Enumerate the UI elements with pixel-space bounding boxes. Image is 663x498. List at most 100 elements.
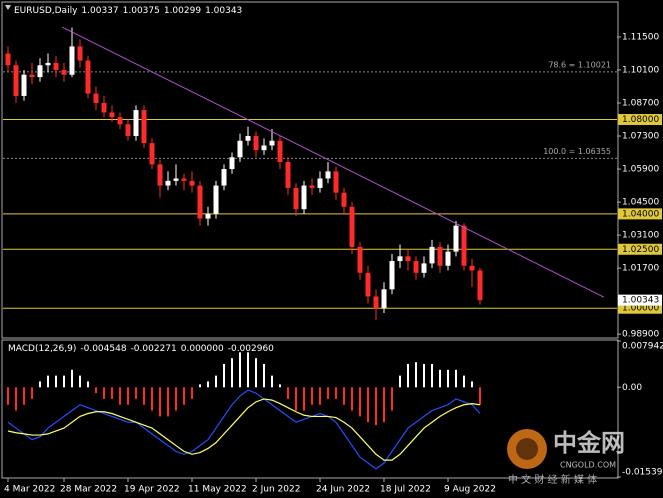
candle-body — [101, 103, 107, 113]
histogram-bar — [423, 363, 425, 388]
symbol: EURUSD,Daily — [14, 6, 78, 16]
x-tick-label: 18 Jul 2022 — [380, 485, 431, 495]
histogram-bar — [239, 352, 241, 388]
candle-body — [69, 46, 75, 75]
level-box — [618, 243, 662, 255]
histogram-bar — [183, 387, 185, 405]
candle-body — [325, 171, 331, 179]
candle-body — [397, 256, 403, 262]
histogram-bar — [359, 387, 361, 417]
histogram-bar — [351, 387, 353, 411]
macd-frame — [1, 339, 619, 479]
histogram-bar — [391, 387, 393, 411]
y-tick-label: 1.05900 — [622, 165, 659, 175]
macd-readout: -0.004548 — [80, 344, 126, 354]
candle-body — [125, 124, 131, 137]
candle-body — [237, 140, 243, 158]
level-label: 1.00000 — [622, 304, 659, 314]
candle-body — [109, 112, 115, 118]
x-tick-label: 24 Jun 2022 — [316, 485, 370, 495]
histogram-bar — [135, 387, 137, 399]
candle-body — [141, 110, 147, 144]
watermark: 中金网 CNGOLD.COM 中 文 财 经 新 媒 体 — [507, 429, 625, 486]
x-tick-label: 28 Mar 2022 — [60, 485, 117, 495]
candle-body — [37, 65, 43, 78]
histogram-bar — [95, 387, 97, 394]
candle-body — [85, 60, 91, 94]
candle-body — [77, 46, 83, 61]
histogram-bar — [71, 369, 73, 388]
level-label: 1.02500 — [622, 245, 659, 255]
histogram-bar — [375, 387, 377, 426]
candle-body — [261, 145, 267, 151]
candle-body — [373, 296, 379, 309]
logo-inner — [516, 438, 538, 460]
histogram-bar — [15, 387, 17, 411]
candle-body — [189, 180, 195, 186]
level-label: 1.04000 — [622, 209, 659, 219]
histogram-bar — [143, 387, 145, 405]
histogram-bar — [399, 375, 401, 388]
candle-body — [197, 185, 203, 219]
candle-body — [5, 53, 11, 66]
histogram-bar — [439, 369, 441, 388]
candle-body — [205, 213, 211, 219]
candle-body — [53, 62, 59, 70]
histogram-bar — [335, 387, 337, 399]
histogram-bar — [431, 363, 433, 388]
histogram-bar — [79, 375, 81, 388]
candle-body — [437, 246, 443, 266]
candle-body — [245, 136, 251, 141]
ohlc: 1.00375 — [123, 6, 160, 16]
candle-body — [405, 256, 411, 262]
candle-body — [269, 140, 275, 146]
candle-body — [301, 185, 307, 210]
ohlc: 1.00343 — [205, 6, 242, 16]
logo — [507, 429, 547, 469]
current-price-label: 1.00343 — [622, 296, 659, 306]
histogram-bar — [103, 387, 105, 399]
y-tick-label: 1.07300 — [622, 132, 659, 142]
histogram-bar — [207, 381, 209, 388]
histogram-bar — [415, 362, 417, 388]
candle-body — [365, 272, 371, 297]
histogram-bar — [319, 387, 321, 405]
candle-body — [413, 261, 419, 273]
site: CNGOLD.COM — [560, 461, 616, 470]
trendline — [61, 26, 605, 298]
macd-line — [7, 398, 481, 461]
histogram-bar — [39, 381, 41, 388]
histogram-bar — [303, 387, 305, 411]
candle-body — [181, 178, 187, 181]
level-label: 1.08000 — [622, 115, 659, 125]
histogram-bar — [215, 375, 217, 388]
candle-body — [157, 164, 163, 186]
candle-body — [61, 69, 67, 75]
histogram-bar — [31, 387, 33, 399]
candle-body — [253, 136, 259, 151]
candle-body — [461, 225, 467, 266]
macd-header: MACD(12,26,9) -0.004548 -0.002271 0.000000-… — [8, 344, 274, 354]
histogram-bar — [127, 387, 129, 405]
level-box — [618, 114, 662, 126]
candle-body — [229, 157, 235, 170]
macd-title: MACD(12,26,9) — [8, 344, 76, 354]
histogram-bar — [87, 381, 89, 388]
candle-body — [381, 289, 387, 309]
x-tick-label: 11 May 2022 — [188, 485, 247, 495]
histogram-bar — [327, 387, 329, 399]
candle-body — [221, 169, 227, 186]
histogram-bar — [111, 387, 113, 399]
histogram-bar — [311, 387, 313, 405]
histogram-bar — [279, 384, 281, 388]
chart-icon — [5, 5, 11, 10]
header: EURUSD,Daily 1.00337 1.00375 1.00299 1.00343 — [14, 6, 242, 16]
y-tick-label: -0.015396 — [622, 468, 663, 478]
y-tick-label: 1.03100 — [622, 231, 659, 241]
candle-body — [349, 206, 355, 247]
macd-line — [7, 389, 481, 470]
fib-label: 78.6 = 1.10021 — [548, 60, 611, 69]
histogram-bar — [191, 387, 193, 399]
macd-readout: -0.002271 — [131, 344, 177, 354]
